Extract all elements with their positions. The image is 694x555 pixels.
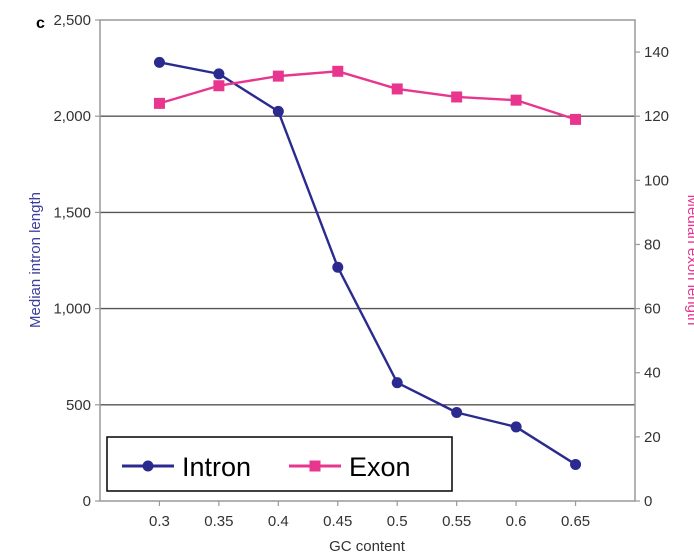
exon-point [391, 83, 403, 95]
legend: Intron Exon [106, 436, 453, 492]
legend-exon-label: Exon [349, 452, 411, 482]
exon-series-line [159, 70, 576, 121]
y-left-axis-title: Median intron length [27, 192, 44, 328]
y-left-tick-label: 2,500 [53, 12, 91, 29]
exon-point [510, 94, 522, 106]
intron-point [213, 68, 225, 80]
intron-point [153, 56, 165, 68]
intron-point [391, 377, 403, 389]
panel-label: c [36, 15, 45, 32]
y-left-tick-label: 2,000 [53, 108, 91, 125]
legend-intron-label: Intron [182, 452, 251, 482]
exon-point [153, 97, 165, 109]
x-tick-label: 0.3 [149, 513, 170, 530]
y-right-tick-label: 60 [644, 301, 661, 318]
exon-point [332, 65, 344, 77]
exon-point [213, 80, 225, 92]
y-right-tick-label: 80 [644, 236, 661, 253]
x-tick-label: 0.6 [506, 513, 527, 530]
y-right-axis-title: Median exon length [684, 195, 694, 326]
x-tick-label: 0.45 [323, 513, 352, 530]
x-tick-label: 0.65 [561, 513, 590, 530]
exon-point [570, 113, 582, 125]
y-right-tick-label: 100 [644, 172, 669, 189]
intron-point [332, 261, 344, 273]
x-tick-label: 0.55 [442, 513, 471, 530]
series-layer [153, 56, 582, 470]
y-left-tick-label: 1,000 [53, 301, 91, 318]
y-right-tick-label: 20 [644, 429, 661, 446]
x-tick-label: 0.5 [387, 513, 408, 530]
legend-exon-marker [309, 460, 321, 472]
intron-point [451, 406, 463, 418]
legend-box [106, 436, 453, 492]
intron-point [510, 421, 522, 433]
y-right-axis: 0 20 40 60 80 100 120 140 [635, 44, 669, 510]
y-left-tick-label: 0 [83, 493, 91, 510]
y-right-tick-label: 140 [644, 44, 669, 61]
intron-point [272, 105, 284, 117]
gridlines [100, 115, 635, 406]
y-right-tick-label: 0 [644, 493, 652, 510]
plot-frame [99, 19, 636, 502]
x-tick-label: 0.4 [268, 513, 289, 530]
x-tick-label: 0.35 [204, 513, 233, 530]
x-axis: 0.3 0.35 0.4 0.45 0.5 0.55 0.6 0.65 [149, 501, 590, 530]
y-left-axis: 0 500 1,000 1,500 2,000 2,500 [53, 12, 100, 510]
exon-point [272, 70, 284, 82]
intron-point [570, 458, 582, 470]
y-left-tick-label: 500 [66, 397, 91, 414]
legend-intron-marker [142, 460, 154, 472]
y-right-tick-label: 120 [644, 108, 669, 125]
y-right-tick-label: 40 [644, 365, 661, 382]
exon-point [451, 91, 463, 103]
intron-series-line [159, 61, 577, 466]
x-axis-title: GC content [329, 538, 406, 555]
y-left-tick-label: 1,500 [53, 204, 91, 221]
